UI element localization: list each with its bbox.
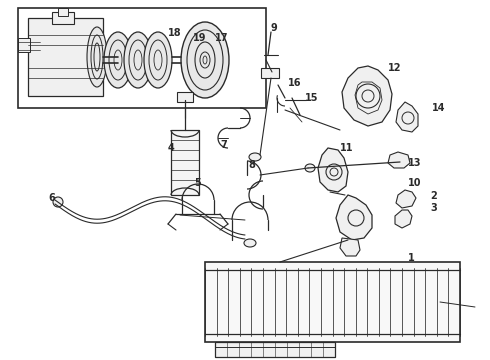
Polygon shape: [340, 238, 360, 256]
Bar: [177, 92, 193, 102]
Bar: [261, 68, 279, 78]
Text: 5: 5: [194, 178, 201, 188]
Bar: [58, 8, 68, 16]
Text: 7: 7: [220, 140, 227, 150]
Bar: [18, 8, 266, 108]
Bar: [205, 262, 460, 342]
Text: 17: 17: [215, 33, 228, 43]
Polygon shape: [396, 102, 418, 132]
Polygon shape: [342, 66, 392, 126]
Circle shape: [53, 197, 63, 207]
Text: 18: 18: [168, 28, 182, 38]
Ellipse shape: [200, 52, 210, 68]
Ellipse shape: [181, 22, 229, 98]
Polygon shape: [388, 152, 410, 168]
Ellipse shape: [305, 164, 315, 172]
Ellipse shape: [124, 32, 152, 88]
Text: 8: 8: [248, 160, 255, 170]
Text: 3: 3: [430, 203, 437, 213]
Bar: [18, 38, 30, 52]
Polygon shape: [395, 210, 412, 228]
Bar: [171, 130, 199, 195]
Text: 11: 11: [340, 143, 353, 153]
Ellipse shape: [87, 27, 107, 87]
Ellipse shape: [104, 32, 132, 88]
Text: 4: 4: [168, 143, 175, 153]
Polygon shape: [396, 190, 416, 208]
Bar: [28, 18, 103, 96]
Text: 12: 12: [388, 63, 401, 73]
Text: 2: 2: [430, 191, 437, 201]
Bar: [52, 12, 74, 24]
Text: 10: 10: [408, 178, 421, 188]
Text: 15: 15: [305, 93, 318, 103]
Polygon shape: [336, 195, 372, 240]
Ellipse shape: [244, 239, 256, 247]
Text: 1: 1: [408, 253, 415, 263]
Text: 13: 13: [408, 158, 421, 168]
Bar: [215, 342, 335, 357]
Text: 9: 9: [270, 23, 277, 33]
Text: 6: 6: [48, 193, 55, 203]
Ellipse shape: [144, 32, 172, 88]
Text: 16: 16: [288, 78, 301, 88]
Polygon shape: [318, 148, 348, 192]
Ellipse shape: [396, 157, 408, 167]
Text: 19: 19: [193, 33, 206, 43]
Ellipse shape: [249, 153, 261, 161]
Text: 14: 14: [432, 103, 445, 113]
